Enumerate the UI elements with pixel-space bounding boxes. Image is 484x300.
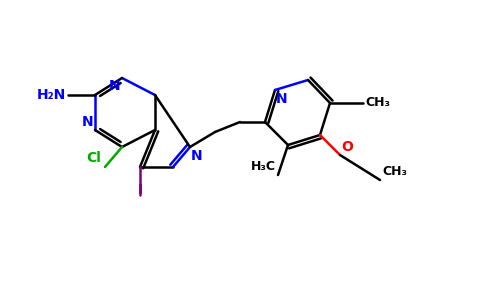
Text: Cl: Cl [86,151,101,165]
Text: CH₃: CH₃ [365,97,390,110]
Text: I: I [137,183,143,197]
Text: N: N [81,115,93,129]
Text: N: N [276,92,287,106]
Text: O: O [341,140,353,154]
Text: CH₃: CH₃ [382,165,407,178]
Text: H₃C: H₃C [251,160,276,173]
Text: H₂N: H₂N [37,88,66,102]
Text: N: N [108,79,120,93]
Text: N: N [191,149,203,163]
